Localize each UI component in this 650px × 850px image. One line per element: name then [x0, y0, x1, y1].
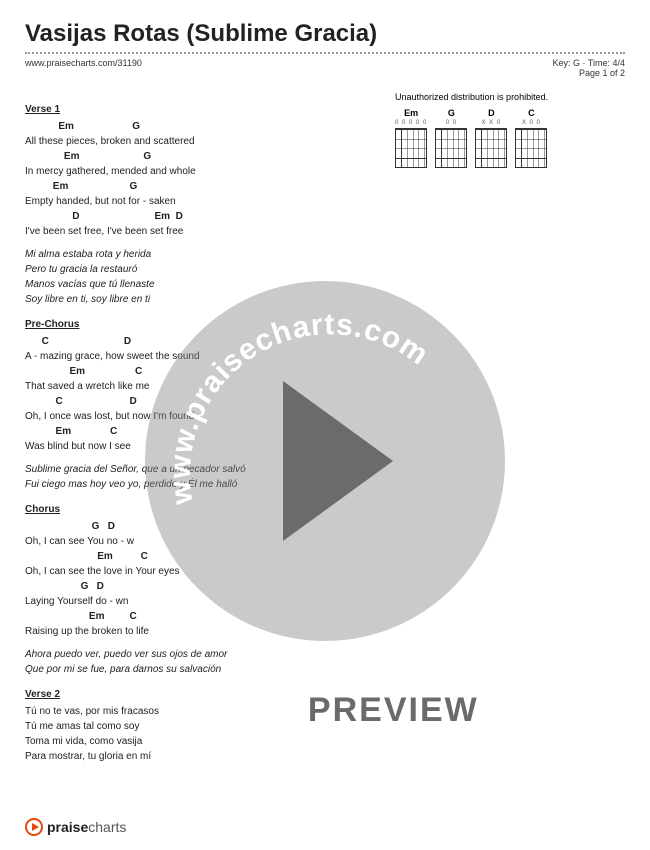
lyric-line-italic: Fui ciego mas hoy veo yo, perdido y Él m…: [25, 477, 375, 492]
chord-fingering: 0 0: [435, 120, 467, 126]
lyric-line: Para mostrar, tu gloria en mí: [25, 749, 375, 764]
chord-name: Em: [395, 108, 427, 118]
lyric-line: Laying Yourself do - wn: [25, 594, 375, 609]
chord-line: Em C: [25, 424, 375, 439]
section-label: Verse 2: [25, 687, 375, 702]
lyric-line: Empty handed, but not for - saken: [25, 194, 375, 209]
chord-diagram-row: Em 0 0 0 0 0 G 0 0 D X X 0 C X 0 0: [395, 108, 625, 168]
chord-line: D Em D: [25, 209, 375, 224]
chord-fingering: X X 0: [475, 120, 507, 126]
song-title: Vasijas Rotas (Sublime Gracia): [25, 20, 625, 48]
chord-line: G D: [25, 579, 375, 594]
page-number: Page 1 of 2: [552, 68, 625, 78]
chord-name: G: [435, 108, 467, 118]
prohibited-text: Unauthorized distribution is prohibited.: [395, 92, 625, 102]
lyric-line: Oh, I once was lost, but now I'm found: [25, 409, 375, 424]
footer-brand: praisecharts: [25, 818, 126, 836]
lyric-line: A - mazing grace, how sweet the sound: [25, 349, 375, 364]
play-icon: [25, 818, 43, 836]
lyric-line-italic: Manos vacías que tú llenaste: [25, 277, 375, 292]
section-label: Chorus: [25, 502, 375, 517]
translation-block: Mi alma estaba rota y heridaPero tu grac…: [25, 247, 375, 307]
chord-fingering: X 0 0: [515, 120, 547, 126]
fretboard: [395, 128, 427, 168]
fretboard: [435, 128, 467, 168]
section-label: Verse 1: [25, 102, 375, 117]
lyric-line: Raising up the broken to life: [25, 624, 375, 639]
fretboard: [475, 128, 507, 168]
chord-line: C D: [25, 394, 375, 409]
divider: [25, 52, 625, 54]
chord-line: C D: [25, 334, 375, 349]
meta-right: Key: G · Time: 4/4 Page 1 of 2: [552, 58, 625, 78]
lyric-line-italic: Mi alma estaba rota y herida: [25, 247, 375, 262]
lyric-line: I've been set free, I've been set free: [25, 224, 375, 239]
chord-line: Em G: [25, 119, 375, 134]
chord-diagram: G 0 0: [435, 108, 467, 168]
translation-block: Ahora puedo ver, puedo ver sus ojos de a…: [25, 647, 375, 677]
chord-line: Em C: [25, 364, 375, 379]
lyric-line: All these pieces, broken and scattered: [25, 134, 375, 149]
chord-diagrams-column: Unauthorized distribution is prohibited.…: [395, 92, 625, 764]
chord-diagram: D X X 0: [475, 108, 507, 168]
lyric-line-italic: Soy libre en ti, soy libre en ti: [25, 292, 375, 307]
lyric-line: Oh, I can see the love in Your eyes: [25, 564, 375, 579]
lyric-line-italic: Que por mi se fue, para darnos su salvac…: [25, 662, 375, 677]
lyric-line-italic: Ahora puedo ver, puedo ver sus ojos de a…: [25, 647, 375, 662]
lyric-line: In mercy gathered, mended and whole: [25, 164, 375, 179]
content-row: Verse 1 Em GAll these pieces, broken and…: [25, 92, 625, 764]
source-url: www.praisecharts.com/31190: [25, 58, 142, 78]
chord-name: C: [515, 108, 547, 118]
lyric-line: Oh, I can see You no - w: [25, 534, 375, 549]
lyric-line: Was blind but now I see: [25, 439, 375, 454]
translation-block: Sublime gracia del Señor, que a un pecad…: [25, 462, 375, 492]
chord-line: G D: [25, 519, 375, 534]
lyric-line-italic: Sublime gracia del Señor, que a un pecad…: [25, 462, 375, 477]
chord-fingering: 0 0 0 0 0: [395, 120, 427, 126]
chord-diagram: C X 0 0: [515, 108, 547, 168]
lyric-line: Toma mi vida, como vasija: [25, 734, 375, 749]
lyric-line: That saved a wretch like me: [25, 379, 375, 394]
lyric-line-italic: Pero tu gracia la restauró: [25, 262, 375, 277]
footer-text: praisecharts: [47, 819, 126, 835]
chord-line: Em C: [25, 609, 375, 624]
section-label: Pre-Chorus: [25, 317, 375, 332]
chord-name: D: [475, 108, 507, 118]
chord-line: Em G: [25, 149, 375, 164]
chord-line: Em C: [25, 549, 375, 564]
meta-row: www.praisecharts.com/31190 Key: G · Time…: [25, 58, 625, 78]
key-time: Key: G · Time: 4/4: [552, 58, 625, 68]
chord-line: Em G: [25, 179, 375, 194]
lyric-line: Tú me amas tal como soy: [25, 719, 375, 734]
page: Vasijas Rotas (Sublime Gracia) www.prais…: [0, 0, 650, 784]
lyrics-column: Verse 1 Em GAll these pieces, broken and…: [25, 92, 375, 764]
fretboard: [515, 128, 547, 168]
lyric-line: Tú no te vas, por mis fracasos: [25, 704, 375, 719]
chord-diagram: Em 0 0 0 0 0: [395, 108, 427, 168]
